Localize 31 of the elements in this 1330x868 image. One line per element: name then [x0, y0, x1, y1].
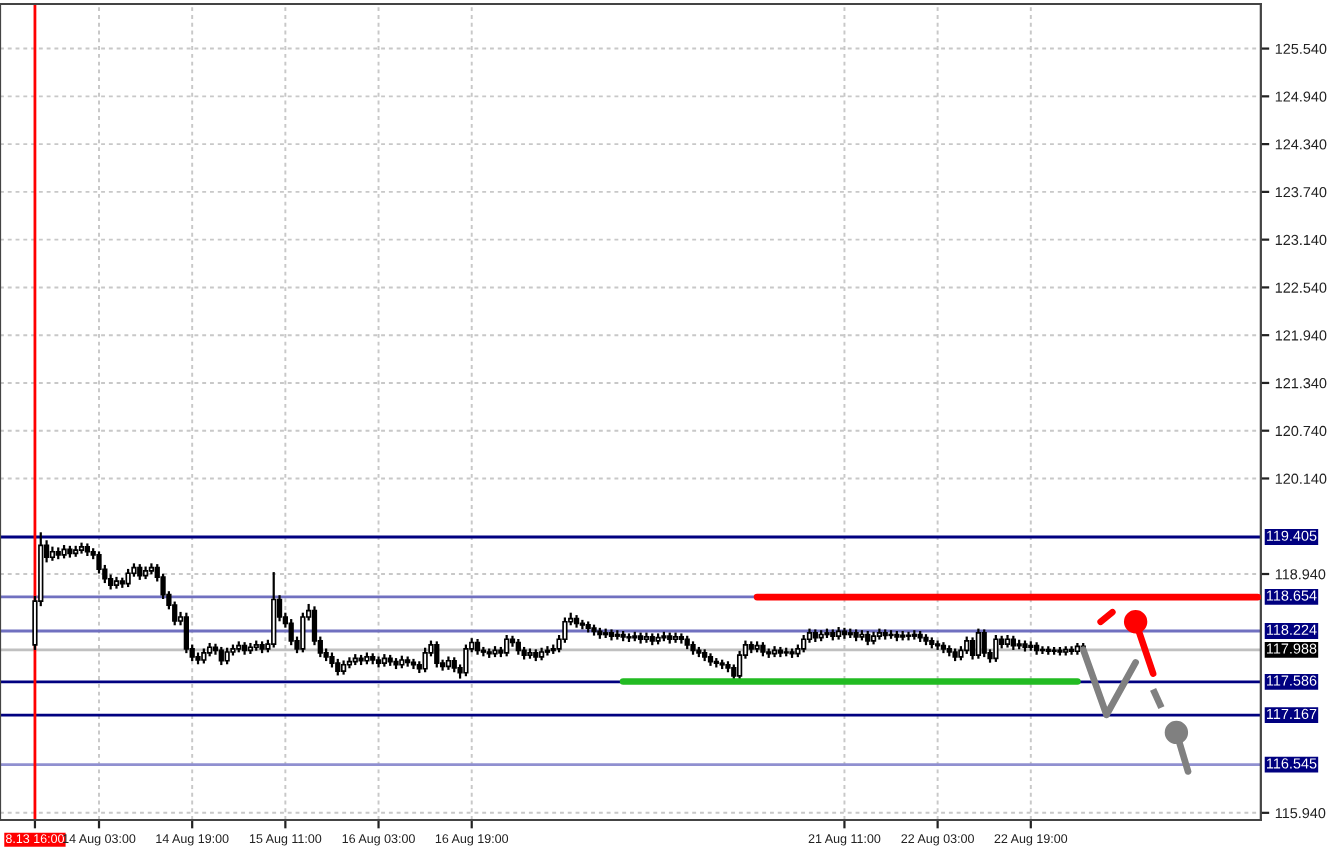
- candlestick: [504, 634, 510, 657]
- candlestick: [993, 634, 999, 662]
- candlestick: [1068, 646, 1075, 655]
- candlestick: [905, 631, 912, 641]
- candlestick: [375, 656, 382, 668]
- candlestick: [78, 542, 85, 554]
- candlestick: [841, 627, 848, 639]
- candlestick: [183, 612, 190, 654]
- candlestick: [573, 615, 580, 628]
- candlestick: [1051, 646, 1057, 655]
- candlestick: [410, 658, 417, 670]
- candlestick: [981, 629, 987, 658]
- candlestick: [241, 642, 248, 655]
- candlestick: [975, 628, 982, 659]
- candlestick: [1039, 646, 1046, 654]
- candlestick: [643, 632, 650, 643]
- candlestick: [672, 632, 679, 643]
- candlestick: [608, 629, 615, 641]
- candlestick: [434, 641, 440, 668]
- candlestick: [463, 644, 469, 677]
- candlestick: [247, 642, 254, 654]
- candlestick: [300, 612, 306, 653]
- candlestick: [148, 563, 155, 575]
- candlestick: [544, 646, 551, 656]
- candlestick: [707, 653, 714, 666]
- candlestick: [346, 657, 353, 669]
- candlestick: [288, 619, 294, 646]
- candlestick: [969, 637, 976, 660]
- candlestick: [422, 647, 428, 673]
- candlestick: [271, 572, 277, 648]
- candlestick: [940, 642, 947, 654]
